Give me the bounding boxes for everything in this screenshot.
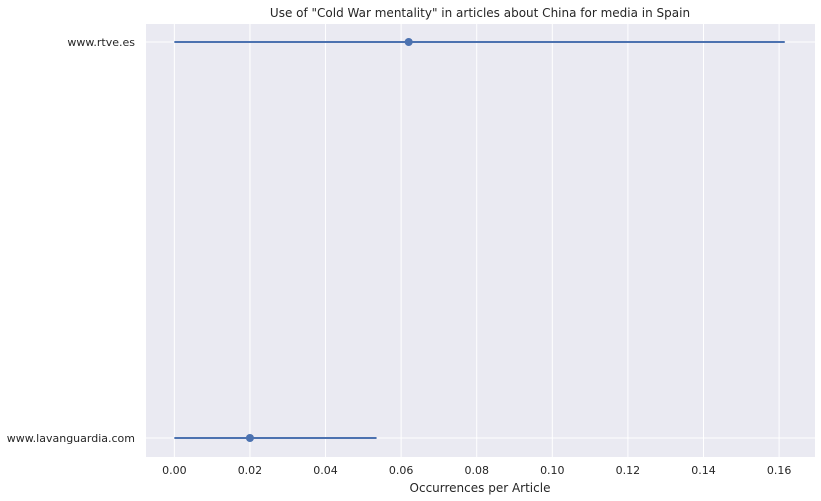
x-tick-label: 0.14 [691, 464, 716, 477]
y-tick-label: www.lavanguardia.com [7, 432, 135, 445]
x-tick-label: 0.06 [389, 464, 414, 477]
error-bars [174, 41, 785, 439]
chart-title: Use of "Cold War mentality" in articles … [270, 6, 690, 20]
x-tick-label: 0.00 [162, 464, 187, 477]
x-tick-label: 0.02 [238, 464, 263, 477]
x-tick-label: 0.16 [767, 464, 792, 477]
data-points [245, 38, 413, 442]
x-axis-title: Occurrences per Article [410, 481, 551, 495]
x-tick-labels: 0.00 0.02 0.04 0.06 0.08 0.10 0.12 0.14 0.16 [162, 464, 791, 477]
y-tick-labels: www.rtve.es www.lavanguardia.com [7, 36, 136, 445]
plot-background [146, 24, 815, 457]
x-tick-label: 0.12 [616, 464, 641, 477]
x-tick-label: 0.10 [540, 464, 565, 477]
data-point [245, 434, 254, 442]
x-gridlines [173, 24, 780, 457]
x-tick-label: 0.04 [313, 464, 338, 477]
y-tick-label: www.rtve.es [67, 36, 135, 49]
data-point [404, 38, 413, 46]
x-tick-label: 0.08 [464, 464, 489, 477]
